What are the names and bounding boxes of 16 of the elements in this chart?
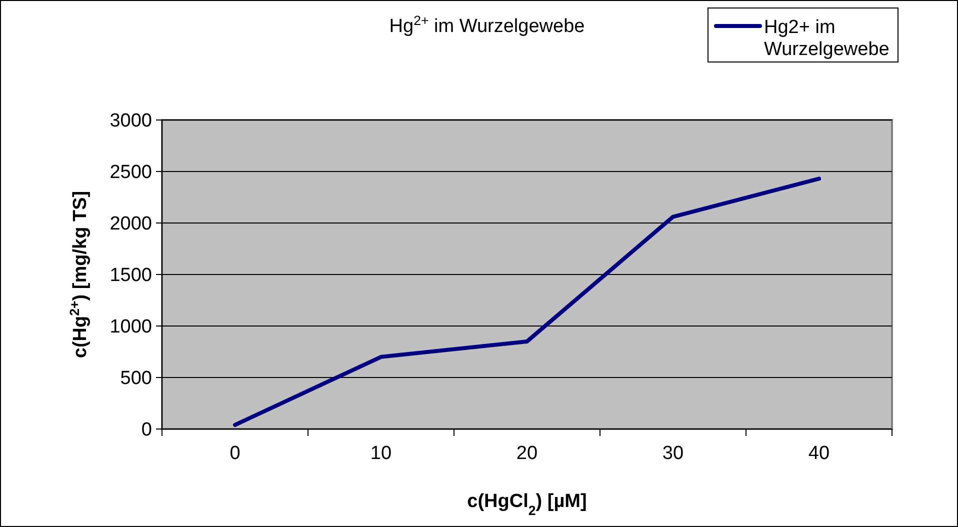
legend-label: Hg2+ im Wurzelgewebe xyxy=(764,17,890,60)
y-tick-label: 0 xyxy=(141,420,152,441)
x-tick-label: 40 xyxy=(808,443,830,464)
y-tick-label: 1500 xyxy=(110,265,152,286)
x-tick-label: 20 xyxy=(516,443,538,464)
y-tick-label: 500 xyxy=(120,368,152,390)
x-axis-title: c(HgCl$_{2}$) [µM] xyxy=(467,491,587,518)
chart-title: Hg$^{2+}$ im Wurzelgewebe xyxy=(389,12,585,37)
y-tick-label: 2000 xyxy=(110,214,152,235)
line-series xyxy=(233,176,821,427)
y-tick-label: 3000 xyxy=(110,110,152,132)
x-tick-label: 30 xyxy=(662,443,684,464)
x-tick-label: 10 xyxy=(370,443,392,464)
y-tick-label: 1000 xyxy=(110,316,152,338)
x-tick-label: 0 xyxy=(230,443,240,464)
y-tick-label: 2500 xyxy=(110,162,152,184)
